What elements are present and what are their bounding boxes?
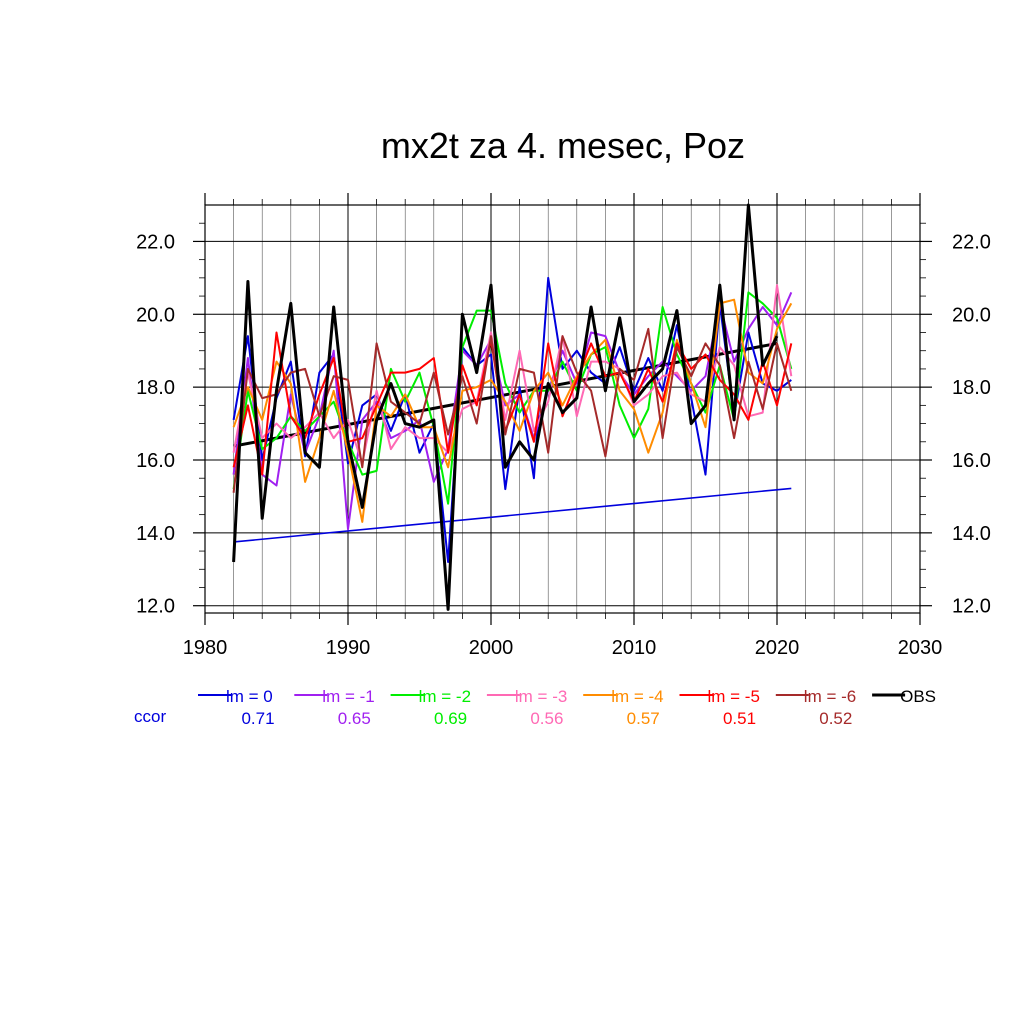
y-tick-label-right: 18.0 [952, 377, 991, 399]
legend-label-4: lm = -4 [611, 687, 663, 706]
y-tick-label-left: 22.0 [136, 231, 175, 253]
y-tick-label-right: 16.0 [952, 450, 991, 472]
trend-line-0 [233, 487, 792, 543]
series-line-7 [232, 203, 779, 611]
y-tick-label-left: 20.0 [136, 304, 175, 326]
axes: 1980 1990 2000 2010 2020 2030 12.0 12.0 14.0 14.0… [136, 193, 991, 659]
x-tick-label: 2010 [612, 637, 657, 659]
ccor-label: ccor [134, 707, 166, 726]
x-tick-label: 1990 [326, 637, 371, 659]
y-tick-label-left: 14.0 [136, 523, 175, 545]
x-tick-label: 2000 [469, 637, 514, 659]
ccor-value-1: 0.65 [338, 709, 371, 728]
y-tick-label-right: 14.0 [952, 523, 991, 545]
y-tick-label-left: 12.0 [136, 596, 175, 618]
ccor-value-3: 0.56 [530, 709, 563, 728]
legend-label-5: lm = -5 [708, 687, 760, 706]
y-tick-label-left: 16.0 [136, 450, 175, 472]
legend-label-3: lm = -3 [515, 687, 567, 706]
series-lines [232, 203, 793, 611]
x-tick-label: 1980 [183, 637, 228, 659]
series-line-0 [232, 276, 792, 563]
ccor-value-0: 0.71 [241, 709, 274, 728]
ccor-value-5: 0.51 [723, 709, 756, 728]
chart-title: mx2t za 4. mesec, Poz [381, 125, 745, 166]
legend-label-6: lm = -6 [804, 687, 856, 706]
y-tick-label-right: 20.0 [952, 304, 991, 326]
series-line-3 [232, 284, 793, 465]
ccor-value-4: 0.57 [627, 709, 660, 728]
y-tick-label-right: 12.0 [952, 596, 991, 618]
x-tick-label: 2020 [755, 637, 800, 659]
y-tick-label-left: 18.0 [136, 377, 175, 399]
legend-label-0: lm = 0 [226, 687, 273, 706]
legend: lm = 0 0.71 lm = -1 0.65 lm = -2 0.69 lm = -3 0… [134, 687, 936, 728]
plot-frame [204, 204, 921, 614]
series-line-4 [232, 298, 793, 523]
ccor-value-6: 0.52 [819, 709, 852, 728]
legend-label-2: lm = -2 [419, 687, 471, 706]
ccor-value-2: 0.69 [434, 709, 467, 728]
x-tick-label: 2030 [898, 637, 943, 659]
legend-label-7: OBS [900, 687, 936, 706]
y-tick-label-right: 22.0 [952, 231, 991, 253]
legend-label-1: lm = -1 [322, 687, 374, 706]
